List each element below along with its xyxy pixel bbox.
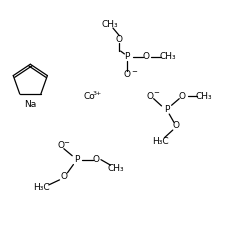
Text: O: O xyxy=(179,92,186,101)
Text: P: P xyxy=(74,155,80,164)
Text: 3+: 3+ xyxy=(92,91,101,96)
Text: O: O xyxy=(93,155,100,164)
Text: Co: Co xyxy=(83,92,95,101)
Text: CH₃: CH₃ xyxy=(101,20,118,29)
Text: O: O xyxy=(143,52,150,61)
Text: CH₃: CH₃ xyxy=(159,52,176,61)
Text: O: O xyxy=(124,70,131,79)
Text: −: − xyxy=(153,90,159,96)
Text: O: O xyxy=(57,141,64,150)
Text: −: − xyxy=(63,140,69,146)
Text: CH₃: CH₃ xyxy=(108,164,124,173)
Text: H₃C: H₃C xyxy=(33,183,50,192)
Text: P: P xyxy=(164,105,170,114)
Text: CH₃: CH₃ xyxy=(196,92,212,101)
Text: O: O xyxy=(116,35,123,44)
Text: −: − xyxy=(132,69,137,75)
Text: O: O xyxy=(147,92,154,101)
Text: Na: Na xyxy=(24,100,37,109)
Text: H₃C: H₃C xyxy=(152,137,169,146)
Text: O: O xyxy=(172,121,179,130)
Text: O: O xyxy=(61,172,68,181)
Text: P: P xyxy=(125,52,130,61)
